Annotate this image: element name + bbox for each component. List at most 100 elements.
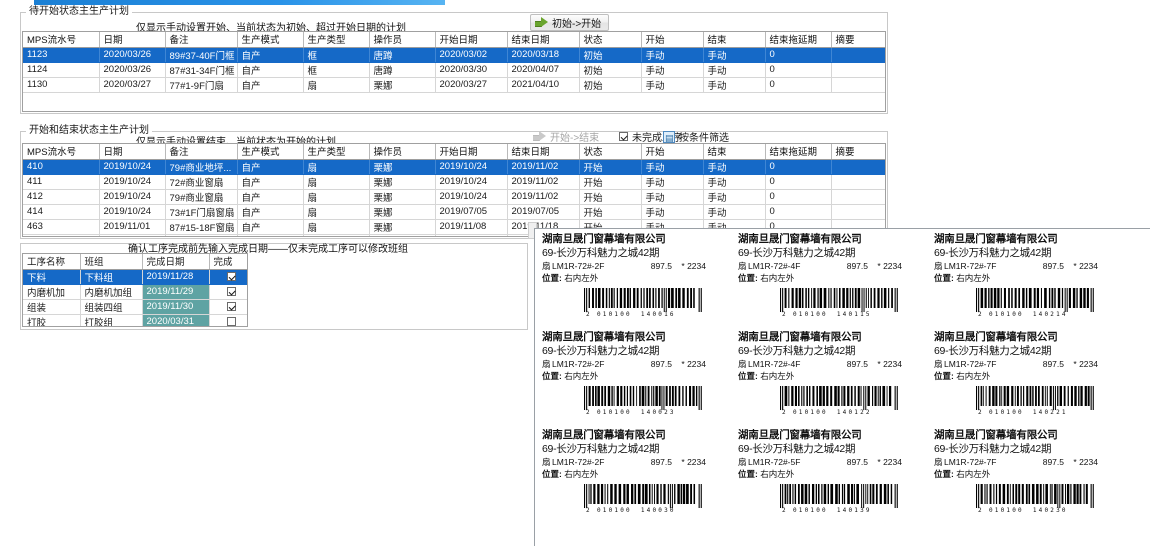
- cell-end[interactable]: 手动: [703, 189, 766, 205]
- cell-status[interactable]: 开始: [579, 204, 642, 220]
- cell-end_date[interactable]: 2020/04/07: [507, 62, 580, 78]
- cell-date[interactable]: 2019/11/08: [99, 234, 166, 236]
- cell-mode[interactable]: 自产: [237, 62, 304, 78]
- cell-remark[interactable]: 89#22-24F窗扇: [165, 234, 238, 236]
- cell-done-date[interactable]: 2019/11/28: [142, 269, 210, 285]
- column-header[interactable]: 备注: [165, 32, 238, 48]
- cell-type[interactable]: 扇: [303, 174, 370, 190]
- cell-end_date[interactable]: 2019/11/02: [507, 159, 580, 175]
- column-header[interactable]: 结束: [703, 144, 766, 160]
- cell-type[interactable]: 扇: [303, 204, 370, 220]
- cell-type[interactable]: 框: [303, 47, 370, 63]
- cell-delay[interactable]: 0: [765, 174, 832, 190]
- cell-operator[interactable]: 栗娜: [369, 219, 436, 235]
- cell-remark[interactable]: 77#1-9F门扇: [165, 77, 238, 93]
- cell-remark[interactable]: 79#商业地坪...: [165, 159, 238, 175]
- table-row[interactable]: 4632019/11/0187#15-18F窗扇自产扇栗娜2019/11/082…: [23, 219, 885, 235]
- table-row[interactable]: 内磨机加 内磨机加组 2019/11/29: [23, 284, 247, 300]
- cell-team[interactable]: 下料组: [80, 269, 143, 285]
- cell-mode[interactable]: 自产: [237, 159, 304, 175]
- pending-plans-grid[interactable]: MPS流水号 日期 备注 生产模式 生产类型 操作员 开始日期 结束日期 状态 开始 结束 结束拖延期…: [22, 31, 886, 112]
- cell-id[interactable]: 463: [23, 219, 100, 235]
- cell-id[interactable]: 1130: [23, 77, 100, 93]
- cell-done-date[interactable]: 2019/11/29: [142, 284, 210, 300]
- cell-start_date[interactable]: 2020/03/27: [435, 77, 508, 93]
- cell-mode[interactable]: 自产: [237, 47, 304, 63]
- cell-start_date[interactable]: 2020/03/30: [435, 62, 508, 78]
- column-header[interactable]: 开始日期: [435, 32, 508, 48]
- cell-type[interactable]: 扇: [303, 234, 370, 236]
- filter-by-condition-button[interactable]: ▤ 按条件筛选: [658, 128, 737, 145]
- cell-start_date[interactable]: 2019/11/08: [435, 219, 508, 235]
- column-header[interactable]: 日期: [99, 144, 166, 160]
- column-header[interactable]: 生产类型: [303, 32, 370, 48]
- cell-remark[interactable]: 79#商业窗扇: [165, 189, 238, 205]
- table-row[interactable]: 1123 2020/03/26 89#37-40F门框 自产框唐蹲 2020/03/02…: [23, 47, 885, 63]
- cell-type[interactable]: 扇: [303, 219, 370, 235]
- cell-start_date[interactable]: 2019/10/24: [435, 159, 508, 175]
- column-header[interactable]: 生产模式: [237, 32, 304, 48]
- label-preview-panel[interactable]: 湖南旦晟门窗幕墙有限公司 69-长沙万科魅力之城42期扇 LM1R-72#-2F 89…: [534, 228, 1150, 546]
- cell-date[interactable]: 2020/03/27: [99, 77, 166, 93]
- cell-summary[interactable]: [831, 47, 885, 63]
- column-header[interactable]: 操作员: [369, 32, 436, 48]
- column-header[interactable]: 开始: [641, 32, 704, 48]
- cell-end_date[interactable]: 2019/11/02: [507, 189, 580, 205]
- cell-id[interactable]: 412: [23, 189, 100, 205]
- column-header[interactable]: 开始日期: [435, 144, 508, 160]
- cell-summary[interactable]: [831, 204, 885, 220]
- cell-remark[interactable]: 89#37-40F门框: [165, 47, 238, 63]
- cell-start[interactable]: 手动: [641, 189, 704, 205]
- cell-delay[interactable]: 0: [765, 159, 832, 175]
- table-row[interactable]: 412 2019/10/24 79#商业窗扇 自产扇栗娜 2019/10/24 2019/…: [23, 189, 885, 205]
- cell-summary[interactable]: [831, 174, 885, 190]
- cell-id[interactable]: 414: [23, 204, 100, 220]
- init-to-start-button[interactable]: 初始->开始: [530, 14, 610, 31]
- cell-remark[interactable]: 73#1F门扇窗扇: [165, 204, 238, 220]
- cell-end_date[interactable]: 2021/04/10: [507, 77, 580, 93]
- cell-start_date[interactable]: 2019/10/24: [435, 189, 508, 205]
- cell-done-date[interactable]: 2020/03/31: [142, 314, 210, 326]
- checkbox-checked-icon[interactable]: [226, 301, 236, 311]
- cell-id[interactable]: 411: [23, 174, 100, 190]
- cell-status[interactable]: 开始: [579, 189, 642, 205]
- product-label[interactable]: 湖南旦晟门窗幕墙有限公司 69-长沙万科魅力之城42期扇 LM1R-72#-7F 89…: [934, 233, 1124, 331]
- cell-name[interactable]: 下料: [23, 269, 81, 285]
- table-row[interactable]: 414 2019/10/24 73#1F门扇窗扇 自产扇栗娜 2019/07/05 201…: [23, 204, 885, 220]
- product-label[interactable]: 湖南旦晟门窗幕墙有限公司 69-长沙万科魅力之城42期扇 LM1R-72#-7F 89…: [934, 429, 1124, 527]
- column-header[interactable]: 备注: [165, 144, 238, 160]
- cell-id[interactable]: 489: [23, 234, 100, 236]
- column-header[interactable]: 日期: [99, 32, 166, 48]
- cell-id[interactable]: 1124: [23, 62, 100, 78]
- cell-name[interactable]: 组装: [23, 299, 81, 315]
- column-header[interactable]: 摘要: [831, 144, 885, 160]
- checkbox-checked-icon[interactable]: [226, 286, 236, 296]
- unfinished-process-checkbox[interactable]: 未完成工序: [614, 128, 690, 145]
- cell-end_date[interactable]: 2019/07/05: [507, 204, 580, 220]
- cell-operator[interactable]: 栗娜: [369, 204, 436, 220]
- checkbox-checked-icon[interactable]: [226, 271, 236, 281]
- cell-team[interactable]: 打胶组: [80, 314, 143, 326]
- cell-end[interactable]: 手动: [703, 77, 766, 93]
- cell-summary[interactable]: [831, 159, 885, 175]
- cell-start_date[interactable]: 2019/10/24: [435, 174, 508, 190]
- column-header[interactable]: 工序名称: [23, 254, 81, 270]
- cell-mode[interactable]: 自产: [237, 204, 304, 220]
- column-header[interactable]: 生产模式: [237, 144, 304, 160]
- cell-end[interactable]: 手动: [703, 159, 766, 175]
- cell-date[interactable]: 2020/03/26: [99, 62, 166, 78]
- table-row[interactable]: 下料 下料组 2019/11/28: [23, 269, 247, 285]
- cell-team[interactable]: 内磨机加组: [80, 284, 143, 300]
- product-label[interactable]: 湖南旦晟门窗幕墙有限公司 69-长沙万科魅力之城42期扇 LM1R-72#-2F 89…: [542, 233, 732, 331]
- cell-remark[interactable]: 72#商业窗扇: [165, 174, 238, 190]
- cell-operator[interactable]: 栗娜: [369, 189, 436, 205]
- column-header[interactable]: MPS流水号: [23, 32, 100, 48]
- cell-operator[interactable]: 唐蹲: [369, 47, 436, 63]
- table-row[interactable]: 411 2019/10/24 72#商业窗扇 自产扇栗娜 2019/10/24 2019/…: [23, 174, 885, 190]
- column-header[interactable]: 结束拖延期: [765, 144, 832, 160]
- cell-date[interactable]: 2019/11/01: [99, 219, 166, 235]
- cell-done-checkbox[interactable]: [209, 269, 247, 285]
- cell-done-date[interactable]: 2019/11/30: [142, 299, 210, 315]
- cell-remark[interactable]: 87#15-18F窗扇: [165, 219, 238, 235]
- start-to-end-button[interactable]: 开始->结束: [528, 128, 607, 145]
